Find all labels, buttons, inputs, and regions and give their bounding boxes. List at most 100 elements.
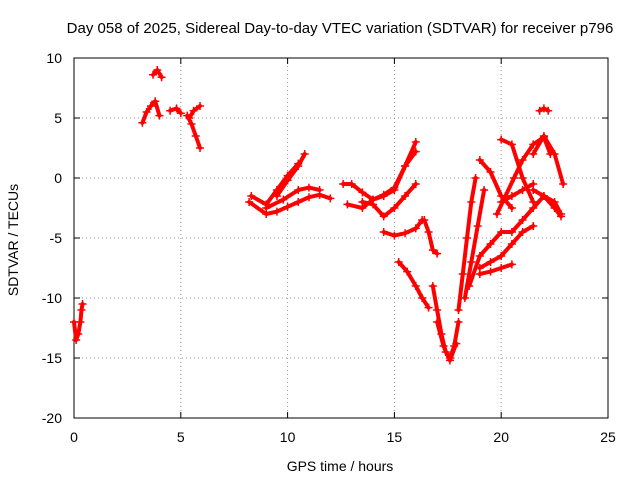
series-line <box>499 137 536 204</box>
data-point <box>176 109 185 118</box>
x-tick-label: 0 <box>70 429 78 445</box>
series-arc-29 <box>497 180 538 206</box>
data-point <box>507 240 516 248</box>
data-point <box>262 204 271 212</box>
data-point <box>507 228 516 236</box>
x-tick-label: 10 <box>280 429 296 445</box>
data-point <box>497 198 506 206</box>
data-point <box>475 270 484 278</box>
data-point <box>153 66 162 74</box>
data-point <box>347 180 356 188</box>
data-point <box>142 108 151 116</box>
series-arc-23 <box>475 260 516 278</box>
data-point <box>529 198 538 206</box>
data-point <box>539 104 548 113</box>
data-point <box>326 194 335 203</box>
data-point <box>294 186 303 194</box>
data-point <box>433 249 442 258</box>
data-point <box>507 192 516 200</box>
series-line <box>531 134 566 186</box>
series-arc-10 <box>272 150 309 200</box>
data-point <box>475 252 484 260</box>
data-point <box>544 106 553 115</box>
data-point <box>557 212 566 221</box>
series-line <box>477 224 536 270</box>
data-point <box>247 192 256 200</box>
series-line <box>531 188 563 219</box>
series-arc-27 <box>529 132 568 188</box>
data-point <box>166 106 175 115</box>
series-arc-1 <box>70 300 87 344</box>
data-point <box>279 195 288 204</box>
data-point <box>369 200 378 209</box>
data-point <box>358 188 367 197</box>
data-point <box>401 162 410 170</box>
data-point <box>492 210 501 218</box>
data-point <box>507 260 516 269</box>
data-point <box>155 111 164 120</box>
data-point <box>507 204 516 212</box>
data-point <box>76 318 85 326</box>
data-point <box>550 204 559 212</box>
data-point <box>157 73 166 82</box>
y-tick-label: 5 <box>54 110 62 126</box>
data-point <box>471 174 480 182</box>
series-arc-28 <box>529 186 566 221</box>
y-tick-label: -20 <box>42 410 62 426</box>
series-arc-3 <box>149 66 166 82</box>
data-point <box>146 102 155 110</box>
series-arc-18 <box>433 318 461 365</box>
data-point <box>518 186 527 194</box>
y-tick-label: 10 <box>46 50 62 66</box>
data-point <box>518 174 527 182</box>
data-point <box>467 258 476 266</box>
series-arc-13 <box>358 180 420 221</box>
data-point <box>390 231 399 240</box>
data-point <box>467 198 476 206</box>
data-point <box>411 138 420 146</box>
y-tick-label: -15 <box>42 350 62 366</box>
x-axis-label: GPS time / hours <box>287 458 394 474</box>
data-point <box>529 222 538 230</box>
data-point <box>300 150 309 158</box>
data-point <box>439 342 448 350</box>
data-point <box>458 270 467 278</box>
data-point <box>433 318 442 326</box>
y-tick-label: 0 <box>54 170 62 186</box>
x-tick-label: 25 <box>600 429 616 445</box>
data-point <box>411 180 420 188</box>
data-point <box>454 318 463 326</box>
series-arc-8 <box>247 159 303 209</box>
data-point <box>507 140 516 149</box>
data-point <box>411 282 420 290</box>
data-point <box>424 303 433 312</box>
series-arc-25 <box>475 156 516 212</box>
data-point <box>339 180 348 188</box>
y-tick-label: -5 <box>50 230 63 246</box>
data-point <box>486 267 495 276</box>
series-line <box>435 320 459 363</box>
data-point <box>411 224 420 233</box>
data-point <box>428 246 437 254</box>
data-point <box>78 300 87 308</box>
data-point <box>424 228 433 236</box>
data-point <box>420 216 429 224</box>
data-point <box>529 180 538 188</box>
data-point <box>358 198 367 206</box>
data-point <box>411 147 420 156</box>
data-point <box>454 306 463 314</box>
series-line <box>422 218 440 256</box>
data-point <box>138 118 147 127</box>
series-line <box>249 161 301 207</box>
data-point <box>187 120 196 128</box>
data-point <box>497 228 506 236</box>
data-point <box>272 192 281 200</box>
series-arc-19 <box>454 174 480 314</box>
data-point <box>473 222 482 230</box>
data-point <box>497 264 506 272</box>
data-point <box>74 330 83 338</box>
data-point <box>486 258 495 266</box>
data-point <box>486 168 495 176</box>
data-point <box>151 97 160 106</box>
x-tick-label: 20 <box>493 429 509 445</box>
